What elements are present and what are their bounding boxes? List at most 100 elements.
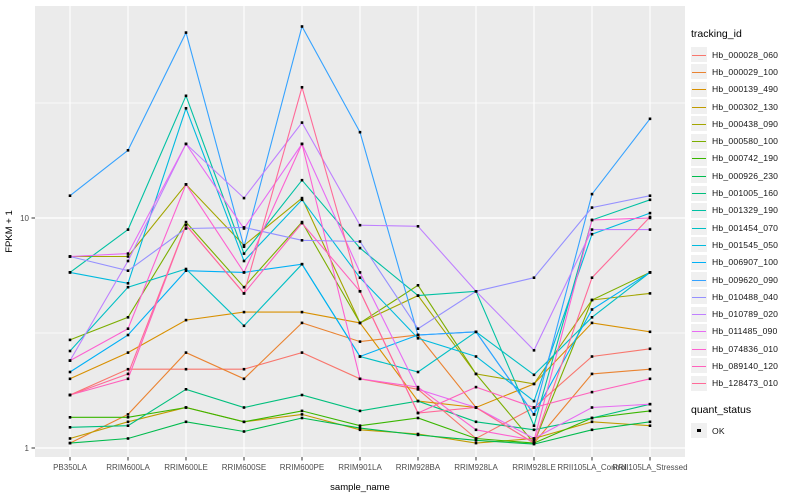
data-point: [590, 355, 594, 358]
data-point: [300, 25, 304, 28]
legend-key-line-icon: [692, 193, 706, 195]
x-tick-label: RRIM600LA: [106, 463, 150, 472]
data-point: [590, 428, 594, 432]
data-point: [126, 413, 130, 416]
legend-row: Hb_001454_070: [691, 219, 799, 236]
legend-label: Hb_000438_090: [712, 118, 779, 129]
data-point: [68, 393, 72, 397]
legend-key-line-icon: [692, 123, 706, 125]
data-point: [358, 340, 362, 343]
data-point: [590, 192, 594, 196]
data-point: [474, 406, 478, 409]
y-axis-title: FPKM + 1: [4, 210, 15, 253]
legend-key-line-icon: [692, 210, 706, 212]
data-point: [300, 239, 304, 242]
data-point: [532, 428, 536, 432]
legend-label: Hb_001005_160: [712, 188, 779, 199]
legend-label: Hb_009620_090: [712, 274, 779, 285]
legend-key-swatch: [691, 358, 707, 374]
legend-row: Hb_010789_020: [691, 305, 799, 322]
x-tick-label: RRIM600PE: [280, 463, 324, 472]
data-point: [474, 441, 478, 445]
data-point: [648, 194, 652, 197]
legend-row: Hb_006907_100: [691, 254, 799, 271]
data-point: [126, 228, 130, 231]
legend-label: Hb_089140_120: [712, 360, 779, 371]
data-point: [532, 413, 536, 416]
data-point: [184, 107, 188, 110]
legend-label: Hb_001545_050: [712, 239, 779, 250]
data-point: [358, 240, 362, 243]
legend-key-line-icon: [692, 54, 706, 56]
data-point: [300, 413, 304, 416]
data-point: [68, 194, 72, 197]
quant-legend-label: OK: [712, 425, 725, 436]
data-point: [184, 223, 188, 227]
legend-row: Hb_009620_090: [691, 271, 799, 288]
x-tick-label: RRIM928LE: [512, 463, 556, 472]
data-point: [532, 349, 536, 352]
data-point: [416, 385, 420, 389]
legend-key-swatch: [691, 116, 707, 132]
data-point: [126, 367, 130, 371]
data-point: [300, 178, 304, 182]
data-point: [242, 406, 246, 409]
legend-label: Hb_000742_190: [712, 153, 779, 164]
data-point: [590, 276, 594, 279]
data-point: [184, 351, 188, 354]
data-point: [126, 333, 130, 337]
data-point: [126, 252, 130, 255]
legend-label: Hb_000302_130: [712, 101, 779, 112]
quant-status-legend: quant_status OK: [691, 404, 799, 439]
legend-key-line-icon: [692, 71, 706, 73]
data-point: [126, 327, 130, 330]
data-point: [358, 276, 362, 279]
ok-point-icon: [697, 428, 701, 433]
legend-label: Hb_000029_100: [712, 66, 779, 77]
data-point: [416, 337, 420, 340]
legend-row: Hb_000438_090: [691, 115, 799, 132]
legend-key-swatch: [691, 168, 707, 184]
data-point: [358, 223, 362, 227]
data-point: [358, 130, 362, 134]
legend-row: Hb_011485_090: [691, 323, 799, 340]
data-point: [126, 259, 130, 263]
legend-row: Hb_000028_060: [691, 46, 799, 63]
x-tick-label: PB350LA: [53, 463, 87, 472]
legend-key-swatch: [691, 64, 707, 80]
x-tick-label: RRIM901LA: [338, 463, 382, 472]
data-point: [648, 367, 652, 371]
data-point: [648, 271, 652, 274]
data-point: [184, 267, 188, 271]
data-point: [590, 232, 594, 236]
data-point: [184, 142, 188, 146]
data-point: [358, 428, 362, 432]
data-point: [590, 218, 594, 222]
data-point: [184, 367, 188, 371]
data-point: [358, 290, 362, 293]
legend-row: Hb_001005_160: [691, 184, 799, 201]
legend-row: Hb_000926_230: [691, 167, 799, 184]
data-point: [242, 271, 246, 274]
legend-key-line-icon: [692, 279, 706, 281]
data-point: [416, 370, 420, 374]
data-point: [416, 411, 420, 415]
data-point: [358, 377, 362, 381]
legend-row: Hb_001329_190: [691, 202, 799, 219]
data-point: [358, 426, 362, 430]
legend-key-line-icon: [692, 365, 706, 367]
legend-key-line-icon: [692, 175, 706, 177]
legend-row: Hb_000742_190: [691, 150, 799, 167]
data-point: [590, 372, 594, 376]
quant-legend-title: quant_status: [691, 403, 752, 416]
data-point: [184, 388, 188, 391]
data-point: [648, 347, 652, 351]
legend-key-swatch: [691, 323, 707, 339]
data-point: [358, 409, 362, 413]
quant-key-swatch: [691, 423, 707, 439]
data-point: [242, 292, 246, 295]
data-point: [474, 439, 478, 442]
x-tick-label: RRII105LA_Stressed: [612, 463, 687, 472]
